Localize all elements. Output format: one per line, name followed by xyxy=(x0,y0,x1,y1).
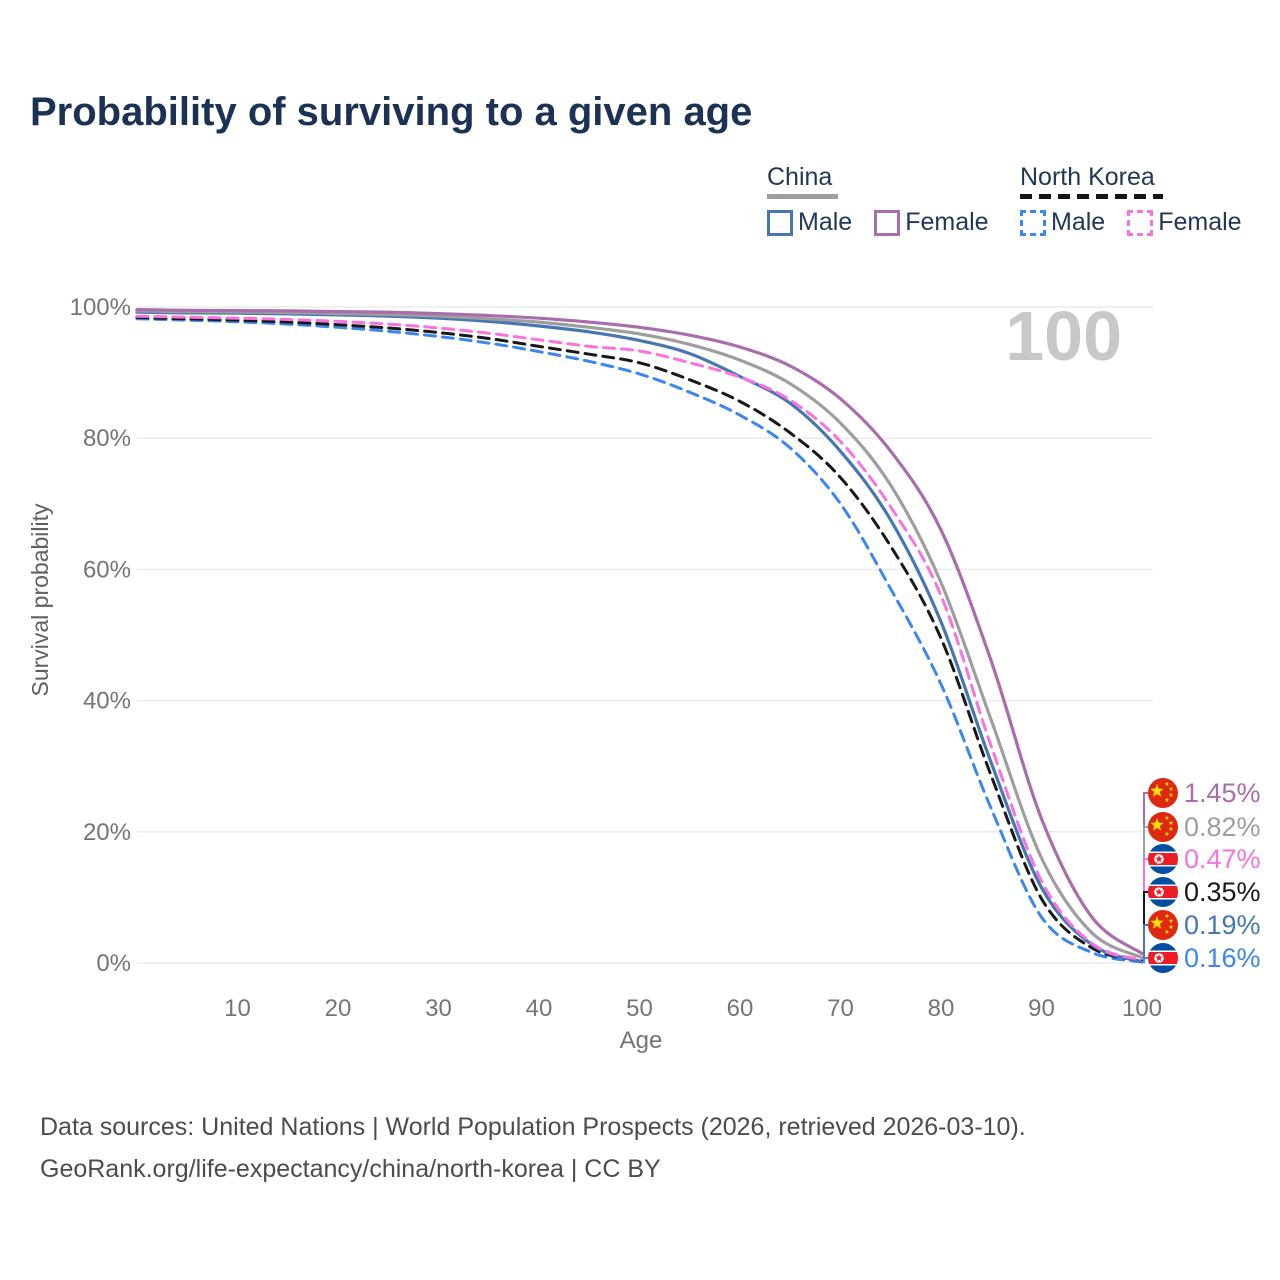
y-tick-label: 40% xyxy=(83,688,131,715)
star-shape xyxy=(1155,888,1163,896)
star-shape xyxy=(1168,924,1174,929)
star-shape xyxy=(1164,797,1170,802)
y-tick-label: 60% xyxy=(83,556,131,583)
legend-swatch-china-male[interactable] xyxy=(767,209,793,236)
flag-disc xyxy=(1148,910,1178,940)
curve-china-male[interactable] xyxy=(135,310,1144,964)
star-shape xyxy=(1150,818,1164,831)
star-shape xyxy=(1155,855,1163,863)
legend-group-north-korea: North Korea Male Female xyxy=(1020,163,1264,237)
star-shape xyxy=(1164,831,1170,836)
star-shape xyxy=(1168,918,1174,923)
age-watermark: 100 xyxy=(1005,297,1122,375)
curve-north-korea-both-sexes[interactable] xyxy=(135,316,1144,963)
curve-north-korea-male[interactable] xyxy=(135,317,1144,964)
x-axis-title: Age xyxy=(620,1027,663,1054)
legend-swatch-nk-male[interactable] xyxy=(1020,209,1046,236)
legend-china-underline xyxy=(767,194,838,199)
flag-stripes xyxy=(1148,943,1178,973)
star-shape xyxy=(1168,792,1174,797)
end-value-label: 0.19% xyxy=(1184,910,1261,940)
legend-group-china-title: China xyxy=(767,163,833,191)
legend-label-nk-male[interactable]: Male xyxy=(1051,208,1106,236)
x-tick-label: 100 xyxy=(1122,995,1162,1022)
x-tick-label: 20 xyxy=(325,995,352,1022)
leader-line-north-korea-male xyxy=(1141,957,1148,963)
star-shape xyxy=(1164,815,1170,820)
legend-swatch-china-female[interactable] xyxy=(874,209,901,236)
flag-disc xyxy=(1148,812,1178,842)
end-value-label: 0.35% xyxy=(1184,877,1261,907)
footer-sources-line: Data sources: United Nations | World Pop… xyxy=(40,1113,1026,1141)
star-shape xyxy=(1150,784,1164,797)
north-korea-flag-icon xyxy=(1148,877,1178,907)
x-tick-label: 90 xyxy=(1028,995,1055,1022)
flag-stripes xyxy=(1148,844,1178,874)
x-tick-label: 70 xyxy=(827,995,854,1022)
legend: China Male Female North Korea Male Femal… xyxy=(0,163,1280,243)
north-korea-flag-icon xyxy=(1148,844,1178,874)
flag-stripes xyxy=(1148,877,1178,907)
star-shape xyxy=(1164,781,1170,786)
y-axis-title: Survival probability xyxy=(27,503,53,697)
legend-group-north-korea-title: North Korea xyxy=(1020,163,1155,191)
north-korea-flag-icon xyxy=(1148,943,1178,973)
star-shape xyxy=(1168,786,1174,791)
survival-probability-chart: 0% 20% 40% 60% 80% 100% 10 20 30 40 50 60 70 80 90 100 A… xyxy=(27,294,1261,1054)
page-title: Probability of surviving to a given age xyxy=(30,90,753,134)
legend-label-china-female[interactable]: Female xyxy=(905,208,989,236)
x-tick-label: 10 xyxy=(224,995,251,1022)
y-tick-label: 80% xyxy=(83,425,131,452)
star-shape xyxy=(1155,954,1163,962)
y-tick-label: 20% xyxy=(83,819,131,846)
star-shape xyxy=(1168,826,1174,831)
end-value-label: 0.47% xyxy=(1184,844,1261,874)
star-shape xyxy=(1164,913,1170,918)
end-value-label: 0.82% xyxy=(1184,812,1261,842)
x-tick-label: 40 xyxy=(526,995,553,1022)
y-tick-label: 0% xyxy=(96,950,131,977)
flag-disc xyxy=(1148,778,1178,808)
footer: Data sources: United Nations | World Pop… xyxy=(40,1106,1026,1190)
china-flag-icon xyxy=(1148,910,1178,940)
curve-north-korea-female[interactable] xyxy=(135,314,1144,962)
y-tick-label: 100% xyxy=(70,294,131,321)
star-shape xyxy=(1168,820,1174,825)
china-flag-icon xyxy=(1148,812,1178,842)
end-value-label: 0.16% xyxy=(1184,943,1261,973)
x-tick-label: 80 xyxy=(928,995,955,1022)
x-tick-label: 60 xyxy=(727,995,754,1022)
legend-label-china-male[interactable]: Male xyxy=(798,208,853,236)
curve-china-both-sexes[interactable] xyxy=(135,309,1144,960)
star-shape xyxy=(1150,916,1164,929)
curve-china-female[interactable] xyxy=(135,308,1144,956)
legend-label-nk-female[interactable]: Female xyxy=(1158,208,1242,236)
china-flag-icon xyxy=(1148,778,1178,808)
end-value-label: 1.45% xyxy=(1184,778,1261,808)
footer-url-line: GeoRank.org/life-expectancy/china/north-… xyxy=(40,1155,661,1183)
x-tick-label: 30 xyxy=(425,995,452,1022)
legend-north-korea-underline xyxy=(1020,194,1163,199)
legend-group-china: China Male Female xyxy=(767,163,1011,237)
x-tick-label: 50 xyxy=(626,995,653,1022)
star-shape xyxy=(1164,929,1170,934)
legend-swatch-nk-female[interactable] xyxy=(1127,209,1154,236)
